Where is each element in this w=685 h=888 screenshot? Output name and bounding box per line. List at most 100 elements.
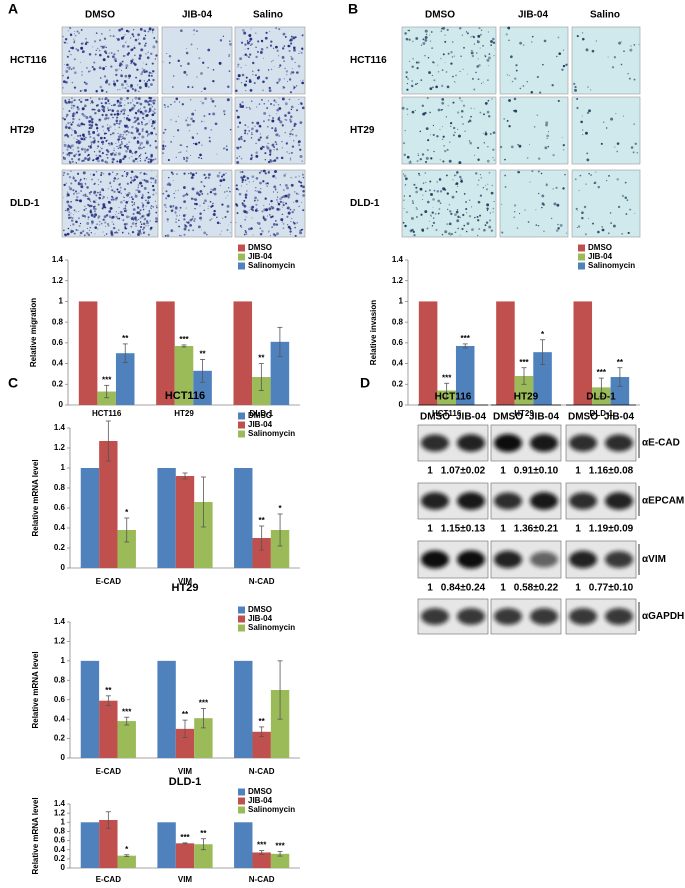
cell xyxy=(94,226,98,229)
cell xyxy=(149,160,153,163)
cell xyxy=(70,54,72,56)
cell xyxy=(219,179,223,183)
cell xyxy=(278,135,281,137)
cell xyxy=(144,196,146,198)
cell xyxy=(146,122,148,125)
cell xyxy=(173,192,175,195)
cell xyxy=(126,40,127,42)
cell xyxy=(128,45,130,48)
cell xyxy=(135,112,138,115)
cell xyxy=(100,45,102,48)
cell xyxy=(250,137,253,139)
cell xyxy=(212,79,215,83)
cell xyxy=(199,212,202,215)
cell xyxy=(131,204,133,206)
cell xyxy=(89,190,93,194)
cell xyxy=(145,131,148,133)
cell xyxy=(99,151,101,153)
cell xyxy=(418,174,421,177)
cell xyxy=(468,199,471,202)
cell xyxy=(73,193,75,195)
cell xyxy=(152,78,155,82)
cell xyxy=(139,27,143,31)
cell xyxy=(490,40,493,43)
cell xyxy=(557,223,559,226)
cell xyxy=(176,215,178,217)
cell xyxy=(465,230,468,233)
cell xyxy=(605,127,608,129)
cell xyxy=(107,107,109,109)
cell xyxy=(110,65,113,68)
cell xyxy=(62,35,64,38)
quantification: 1 xyxy=(575,524,581,535)
cell xyxy=(556,203,560,207)
cell xyxy=(86,213,88,215)
cell xyxy=(432,221,436,225)
cell xyxy=(78,99,81,101)
cell xyxy=(438,208,441,210)
y-tick-label: 0.2 xyxy=(52,379,64,388)
cell xyxy=(78,224,81,227)
cell xyxy=(245,76,248,79)
cell xyxy=(514,109,518,113)
cell xyxy=(192,29,196,32)
cell xyxy=(81,149,83,151)
cell xyxy=(71,158,74,161)
cell xyxy=(501,203,503,205)
cell xyxy=(109,29,111,31)
cell xyxy=(421,104,425,107)
cell xyxy=(122,157,125,161)
cell xyxy=(515,69,518,72)
cell xyxy=(205,233,208,236)
cell xyxy=(474,216,476,219)
cell xyxy=(585,183,587,185)
error-bar xyxy=(259,850,265,855)
cell xyxy=(241,185,242,187)
cell xyxy=(275,27,277,29)
cell xyxy=(471,206,473,208)
cell xyxy=(268,149,272,152)
cell xyxy=(70,200,72,203)
cell xyxy=(273,185,277,189)
cell xyxy=(67,227,70,230)
cell xyxy=(511,80,514,83)
cell xyxy=(97,203,100,206)
cell xyxy=(149,177,153,180)
cell xyxy=(293,46,296,50)
cell xyxy=(148,122,150,124)
cell xyxy=(432,207,434,209)
cell xyxy=(187,221,190,224)
cell xyxy=(90,204,93,208)
cell xyxy=(194,207,196,210)
cell xyxy=(608,174,610,177)
cell xyxy=(441,138,444,140)
cell xyxy=(249,206,251,208)
y-tick-label: 0.6 xyxy=(54,695,66,704)
cell xyxy=(557,36,560,39)
cell xyxy=(179,214,181,216)
cell xyxy=(413,233,416,237)
bar xyxy=(573,301,593,405)
cell xyxy=(175,120,177,123)
cell xyxy=(455,82,456,84)
cell xyxy=(276,108,280,112)
cell xyxy=(246,177,250,180)
cell xyxy=(165,197,168,200)
panel-label: B xyxy=(348,1,358,17)
cell xyxy=(248,181,250,183)
cell xyxy=(179,144,182,146)
cell xyxy=(422,194,424,196)
y-tick-label: 0.8 xyxy=(52,317,64,326)
cell xyxy=(123,170,126,173)
cell xyxy=(263,102,266,105)
cell xyxy=(102,218,105,221)
cell xyxy=(73,41,76,44)
cell xyxy=(493,55,495,57)
cell xyxy=(278,107,282,110)
cell xyxy=(411,65,414,68)
cell xyxy=(463,46,465,49)
cell xyxy=(293,85,295,87)
cell xyxy=(445,174,448,177)
cell xyxy=(101,125,104,128)
cell xyxy=(493,159,496,161)
